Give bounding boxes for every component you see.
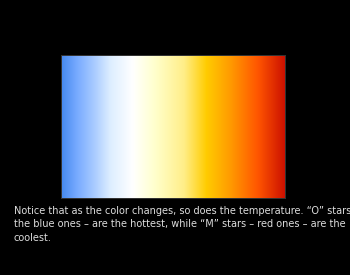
X-axis label: Temperature (K): Temperature (K): [125, 26, 221, 38]
Text: Notice that as the color changes, so does the temperature. “O” stars –
the blue : Notice that as the color changes, so doe…: [14, 206, 350, 243]
Y-axis label: Luminosity: Luminosity: [314, 98, 324, 155]
X-axis label: Spectral Class: Spectral Class: [136, 218, 210, 229]
Y-axis label: Absolute Magnitude: Absolute Magnitude: [23, 74, 33, 179]
